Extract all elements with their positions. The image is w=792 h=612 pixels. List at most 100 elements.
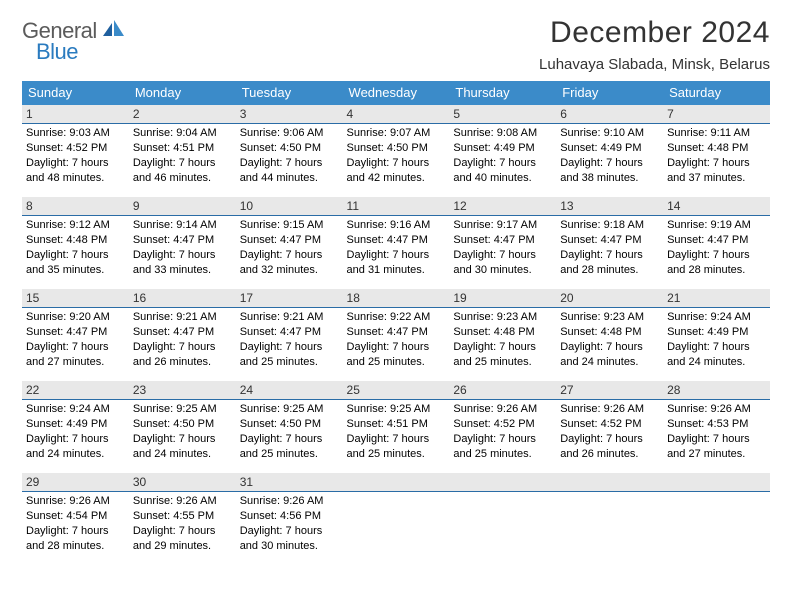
daylight-text: Daylight: 7 hours and 30 minutes. bbox=[240, 524, 339, 554]
day-number: 3 bbox=[236, 105, 343, 124]
calendar-week-row: 22Sunrise: 9:24 AMSunset: 4:49 PMDayligh… bbox=[22, 381, 770, 473]
sunset-text: Sunset: 4:53 PM bbox=[667, 417, 766, 432]
sunrise-text: Sunrise: 9:10 AM bbox=[560, 126, 659, 141]
daylight-text: Daylight: 7 hours and 35 minutes. bbox=[26, 248, 125, 278]
day-number: 24 bbox=[236, 381, 343, 400]
sunset-text: Sunset: 4:49 PM bbox=[453, 141, 552, 156]
sun-info: Sunrise: 9:26 AMSunset: 4:55 PMDaylight:… bbox=[133, 494, 232, 553]
sunrise-text: Sunrise: 9:06 AM bbox=[240, 126, 339, 141]
sunset-text: Sunset: 4:51 PM bbox=[133, 141, 232, 156]
sun-info: Sunrise: 9:26 AMSunset: 4:53 PMDaylight:… bbox=[667, 402, 766, 461]
brand-word-2: Blue bbox=[36, 39, 78, 64]
brand-logo: General Blue bbox=[22, 20, 125, 63]
sunset-text: Sunset: 4:47 PM bbox=[667, 233, 766, 248]
daylight-text: Daylight: 7 hours and 25 minutes. bbox=[240, 432, 339, 462]
sunrise-text: Sunrise: 9:24 AM bbox=[26, 402, 125, 417]
sun-info: Sunrise: 9:26 AMSunset: 4:56 PMDaylight:… bbox=[240, 494, 339, 553]
calendar-table: Sunday Monday Tuesday Wednesday Thursday… bbox=[22, 81, 770, 565]
day-number: 19 bbox=[449, 289, 556, 308]
calendar-day-cell: 5 Sunrise: 9:08 AMSunset: 4:49 PMDaylight… bbox=[449, 105, 556, 197]
sunset-text: Sunset: 4:52 PM bbox=[560, 417, 659, 432]
sunset-text: Sunset: 4:55 PM bbox=[133, 509, 232, 524]
calendar-day-cell bbox=[449, 473, 556, 565]
sun-info: Sunrise: 9:24 AMSunset: 4:49 PMDaylight:… bbox=[667, 310, 766, 369]
day-number: 26 bbox=[449, 381, 556, 400]
day-number: 13 bbox=[556, 197, 663, 216]
daylight-text: Daylight: 7 hours and 48 minutes. bbox=[26, 156, 125, 186]
calendar-day-cell: 25Sunrise: 9:25 AMSunset: 4:51 PMDayligh… bbox=[343, 381, 450, 473]
sun-info: Sunrise: 9:16 AMSunset: 4:47 PMDaylight:… bbox=[347, 218, 446, 277]
sunrise-text: Sunrise: 9:26 AM bbox=[240, 494, 339, 509]
sunrise-text: Sunrise: 9:14 AM bbox=[133, 218, 232, 233]
calendar-day-cell: 17Sunrise: 9:21 AMSunset: 4:47 PMDayligh… bbox=[236, 289, 343, 381]
location-text: Luhavaya Slabada, Minsk, Belarus bbox=[539, 56, 770, 73]
calendar-day-cell: 7Sunrise: 9:11 AMSunset: 4:48 PMDaylight… bbox=[663, 105, 770, 197]
sunrise-text: Sunrise: 9:24 AM bbox=[667, 310, 766, 325]
calendar-day-cell: 16Sunrise: 9:21 AMSunset: 4:47 PMDayligh… bbox=[129, 289, 236, 381]
calendar-body: 1Sunrise: 9:03 AMSunset: 4:52 PMDaylight… bbox=[22, 105, 770, 565]
day-number bbox=[556, 473, 663, 492]
sunset-text: Sunset: 4:47 PM bbox=[240, 325, 339, 340]
sun-info: Sunrise: 9:14 AMSunset: 4:47 PMDaylight:… bbox=[133, 218, 232, 277]
sunset-text: Sunset: 4:48 PM bbox=[667, 141, 766, 156]
sun-info: Sunrise: 9:24 AMSunset: 4:49 PMDaylight:… bbox=[26, 402, 125, 461]
calendar-day-cell: 27Sunrise: 9:26 AMSunset: 4:52 PMDayligh… bbox=[556, 381, 663, 473]
calendar-day-cell: 21Sunrise: 9:24 AMSunset: 4:49 PMDayligh… bbox=[663, 289, 770, 381]
day-number: 5 bbox=[449, 105, 556, 124]
sun-info: Sunrise: 9:18 AMSunset: 4:47 PMDaylight:… bbox=[560, 218, 659, 277]
daylight-text: Daylight: 7 hours and 32 minutes. bbox=[240, 248, 339, 278]
brand-sail-icon bbox=[103, 25, 125, 42]
sunset-text: Sunset: 4:47 PM bbox=[347, 325, 446, 340]
daylight-text: Daylight: 7 hours and 27 minutes. bbox=[667, 432, 766, 462]
weekday-header: Tuesday bbox=[236, 81, 343, 105]
sunrise-text: Sunrise: 9:16 AM bbox=[347, 218, 446, 233]
calendar-week-row: 15Sunrise: 9:20 AMSunset: 4:47 PMDayligh… bbox=[22, 289, 770, 381]
daylight-text: Daylight: 7 hours and 26 minutes. bbox=[560, 432, 659, 462]
sunrise-text: Sunrise: 9:26 AM bbox=[26, 494, 125, 509]
sunrise-text: Sunrise: 9:26 AM bbox=[453, 402, 552, 417]
daylight-text: Daylight: 7 hours and 46 minutes. bbox=[133, 156, 232, 186]
sun-info: Sunrise: 9:03 AMSunset: 4:52 PMDaylight:… bbox=[26, 126, 125, 185]
sun-info: Sunrise: 9:17 AMSunset: 4:47 PMDaylight:… bbox=[453, 218, 552, 277]
sunrise-text: Sunrise: 9:25 AM bbox=[240, 402, 339, 417]
sun-info: Sunrise: 9:08 AMSunset: 4:49 PMDaylight:… bbox=[453, 126, 552, 185]
sunrise-text: Sunrise: 9:25 AM bbox=[133, 402, 232, 417]
day-number: 29 bbox=[22, 473, 129, 492]
daylight-text: Daylight: 7 hours and 24 minutes. bbox=[133, 432, 232, 462]
sun-info: Sunrise: 9:21 AMSunset: 4:47 PMDaylight:… bbox=[133, 310, 232, 369]
day-number: 25 bbox=[343, 381, 450, 400]
weekday-header: Friday bbox=[556, 81, 663, 105]
daylight-text: Daylight: 7 hours and 25 minutes. bbox=[347, 432, 446, 462]
calendar-day-cell: 18 Sunrise: 9:22 AMSunset: 4:47 PMDayligh… bbox=[343, 289, 450, 381]
daylight-text: Daylight: 7 hours and 31 minutes. bbox=[347, 248, 446, 278]
sun-info: Sunrise: 9:07 AMSunset: 4:50 PMDaylight:… bbox=[347, 126, 446, 185]
sunset-text: Sunset: 4:47 PM bbox=[347, 233, 446, 248]
calendar-day-cell: 30Sunrise: 9:26 AMSunset: 4:55 PMDayligh… bbox=[129, 473, 236, 565]
day-number: 2 bbox=[129, 105, 236, 124]
sun-info: Sunrise: 9:19 AMSunset: 4:47 PMDaylight:… bbox=[667, 218, 766, 277]
sunrise-text: Sunrise: 9:17 AM bbox=[453, 218, 552, 233]
sunrise-text: Sunrise: 9:21 AM bbox=[133, 310, 232, 325]
day-number: 14 bbox=[663, 197, 770, 216]
day-number: 6 bbox=[556, 105, 663, 124]
sunset-text: Sunset: 4:47 PM bbox=[453, 233, 552, 248]
daylight-text: Daylight: 7 hours and 26 minutes. bbox=[133, 340, 232, 370]
sun-info: Sunrise: 9:26 AMSunset: 4:52 PMDaylight:… bbox=[453, 402, 552, 461]
sunrise-text: Sunrise: 9:11 AM bbox=[667, 126, 766, 141]
sun-info: Sunrise: 9:12 AMSunset: 4:48 PMDaylight:… bbox=[26, 218, 125, 277]
sun-info: Sunrise: 9:04 AMSunset: 4:51 PMDaylight:… bbox=[133, 126, 232, 185]
day-number bbox=[663, 473, 770, 492]
sunrise-text: Sunrise: 9:25 AM bbox=[347, 402, 446, 417]
day-number: 18 bbox=[343, 289, 450, 308]
calendar-day-cell: 1Sunrise: 9:03 AMSunset: 4:52 PMDaylight… bbox=[22, 105, 129, 197]
sun-info: Sunrise: 9:22 AMSunset: 4:47 PMDaylight:… bbox=[347, 310, 446, 369]
calendar-day-cell: 3Sunrise: 9:06 AMSunset: 4:50 PMDaylight… bbox=[236, 105, 343, 197]
sunset-text: Sunset: 4:49 PM bbox=[667, 325, 766, 340]
sunset-text: Sunset: 4:48 PM bbox=[26, 233, 125, 248]
calendar-day-cell bbox=[343, 473, 450, 565]
title-block: December 2024 Luhavaya Slabada, Minsk, B… bbox=[539, 16, 770, 79]
calendar-day-cell: 23Sunrise: 9:25 AMSunset: 4:50 PMDayligh… bbox=[129, 381, 236, 473]
sun-info: Sunrise: 9:26 AMSunset: 4:54 PMDaylight:… bbox=[26, 494, 125, 553]
sun-info: Sunrise: 9:15 AMSunset: 4:47 PMDaylight:… bbox=[240, 218, 339, 277]
day-number: 10 bbox=[236, 197, 343, 216]
